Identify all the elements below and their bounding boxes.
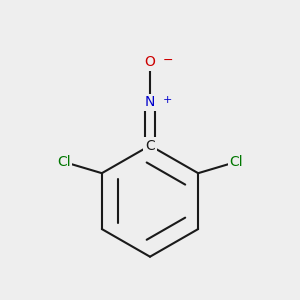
Text: C: C (145, 139, 155, 152)
Text: O: O (145, 55, 155, 69)
Text: Cl: Cl (57, 155, 70, 169)
Text: Cl: Cl (230, 155, 243, 169)
Text: N: N (145, 95, 155, 110)
Text: −: − (163, 53, 173, 66)
Text: +: + (163, 95, 172, 105)
